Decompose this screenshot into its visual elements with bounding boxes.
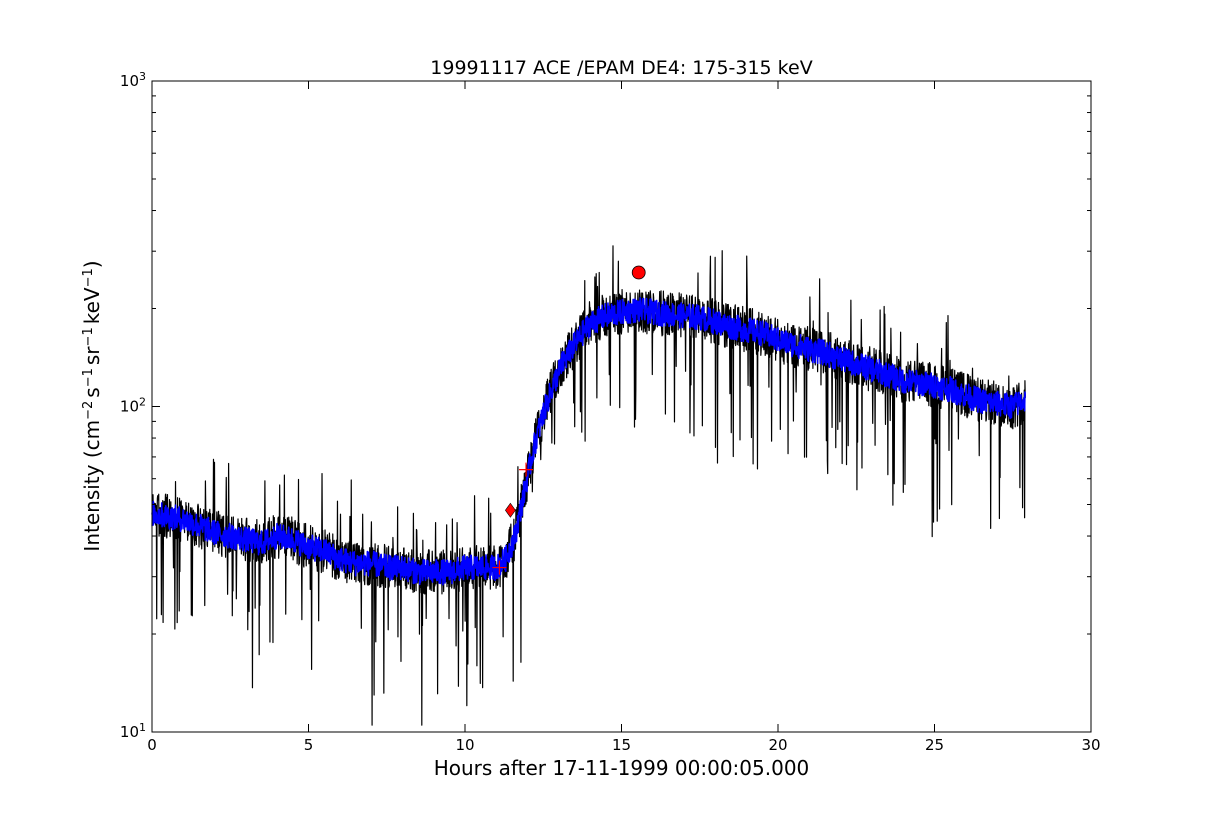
y-axis-label-sup4: −1 xyxy=(81,268,96,287)
event-marker-plus-2 xyxy=(519,462,534,477)
y-tick-label-base: 10 xyxy=(120,72,139,90)
y-tick-label-base: 10 xyxy=(120,723,139,741)
x-axis-label: Hours after 17-11-1999 00:00:05.000 xyxy=(434,756,810,780)
y-tick-label-exp: 1 xyxy=(139,721,146,734)
y-tick-label: 103 xyxy=(120,70,146,91)
y-axis-label-base1: Intensity (cm xyxy=(80,420,104,552)
x-tick-label: 30 xyxy=(1081,736,1100,754)
y-tick-label-base: 10 xyxy=(120,398,139,416)
x-tick-label: 5 xyxy=(304,736,314,754)
y-tick-label: 102 xyxy=(120,395,146,416)
y-tick-label: 101 xyxy=(120,721,146,742)
data-layer xyxy=(151,245,1027,726)
x-tick-label: 15 xyxy=(612,736,631,754)
y-tick-label-exp: 2 xyxy=(139,395,146,408)
x-tick-label: 20 xyxy=(768,736,787,754)
x-tick-label: 25 xyxy=(925,736,944,754)
x-tick-label: 10 xyxy=(455,736,474,754)
y-axis-label-sup1: −2 xyxy=(81,401,96,420)
event-marker-circle xyxy=(631,265,646,280)
event-marker-plus-0 xyxy=(492,560,507,575)
y-axis-label-sup2: −1 xyxy=(81,368,96,387)
series-line-1 xyxy=(151,297,1027,586)
chart-title: 19991117 ACE /EPAM DE4: 175-315 keV xyxy=(430,57,812,79)
y-axis-label-base3: sr xyxy=(80,346,104,365)
y-axis-label: Intensity (cm−2s−1sr−1keV−1) xyxy=(80,260,104,551)
y-axis-label-close: ) xyxy=(80,260,104,268)
y-axis-label-sup3: −1 xyxy=(81,327,96,346)
event-marker-diamond xyxy=(505,502,516,518)
y-tick-label-exp: 3 xyxy=(139,70,146,83)
y-axis-label-base4: keV xyxy=(80,287,104,324)
x-tick-label: 0 xyxy=(147,736,157,754)
y-axis-label-base2: s xyxy=(80,387,104,397)
